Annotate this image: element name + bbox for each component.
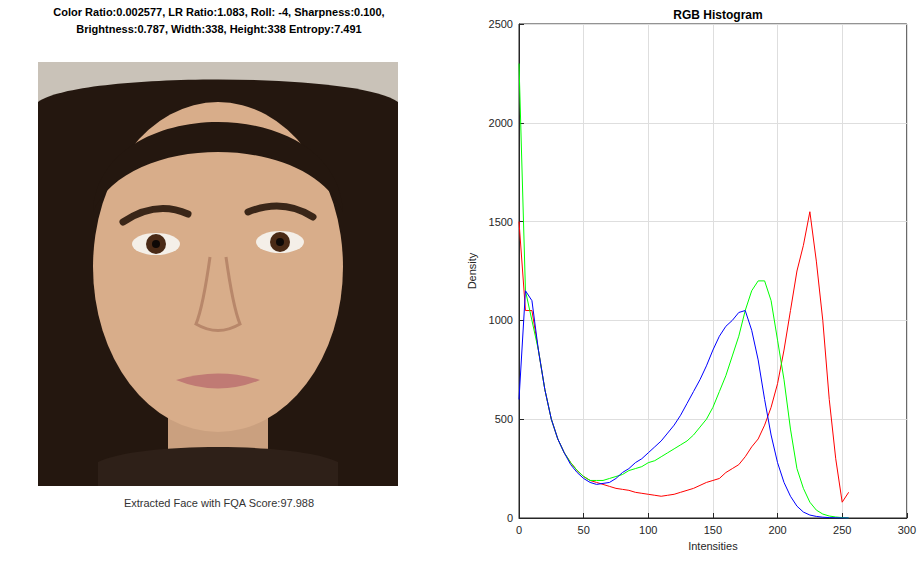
svg-text:Intensities: Intensities [688, 540, 738, 552]
svg-text:100: 100 [639, 524, 657, 536]
svg-text:1500: 1500 [489, 216, 513, 228]
svg-text:300: 300 [898, 524, 916, 536]
svg-text:200: 200 [768, 524, 786, 536]
svg-text:0: 0 [507, 512, 513, 524]
svg-text:2000: 2000 [489, 117, 513, 129]
svg-text:500: 500 [495, 413, 513, 425]
svg-text:0: 0 [516, 524, 522, 536]
svg-text:Density: Density [466, 252, 478, 289]
html-text:Color Ratio:0.002577, LR Ratio: Color Ratio:0.002577, LR Ratio:1.083, Ro… [53, 6, 385, 18]
svg-text:1000: 1000 [489, 314, 513, 326]
svg-text:2500: 2500 [489, 18, 513, 30]
svg-text:50: 50 [578, 524, 590, 536]
svg-text:150: 150 [704, 524, 722, 536]
html-text:Brightness:0.787, Width:338, H: Brightness:0.787, Width:338, Height:338 … [76, 23, 362, 35]
svg-text:250: 250 [833, 524, 851, 536]
html-text:Extracted Face with FQA Score:: Extracted Face with FQA Score:97.988 [123, 497, 315, 509]
svg-text:RGB Histogram: RGB Histogram [673, 8, 762, 22]
